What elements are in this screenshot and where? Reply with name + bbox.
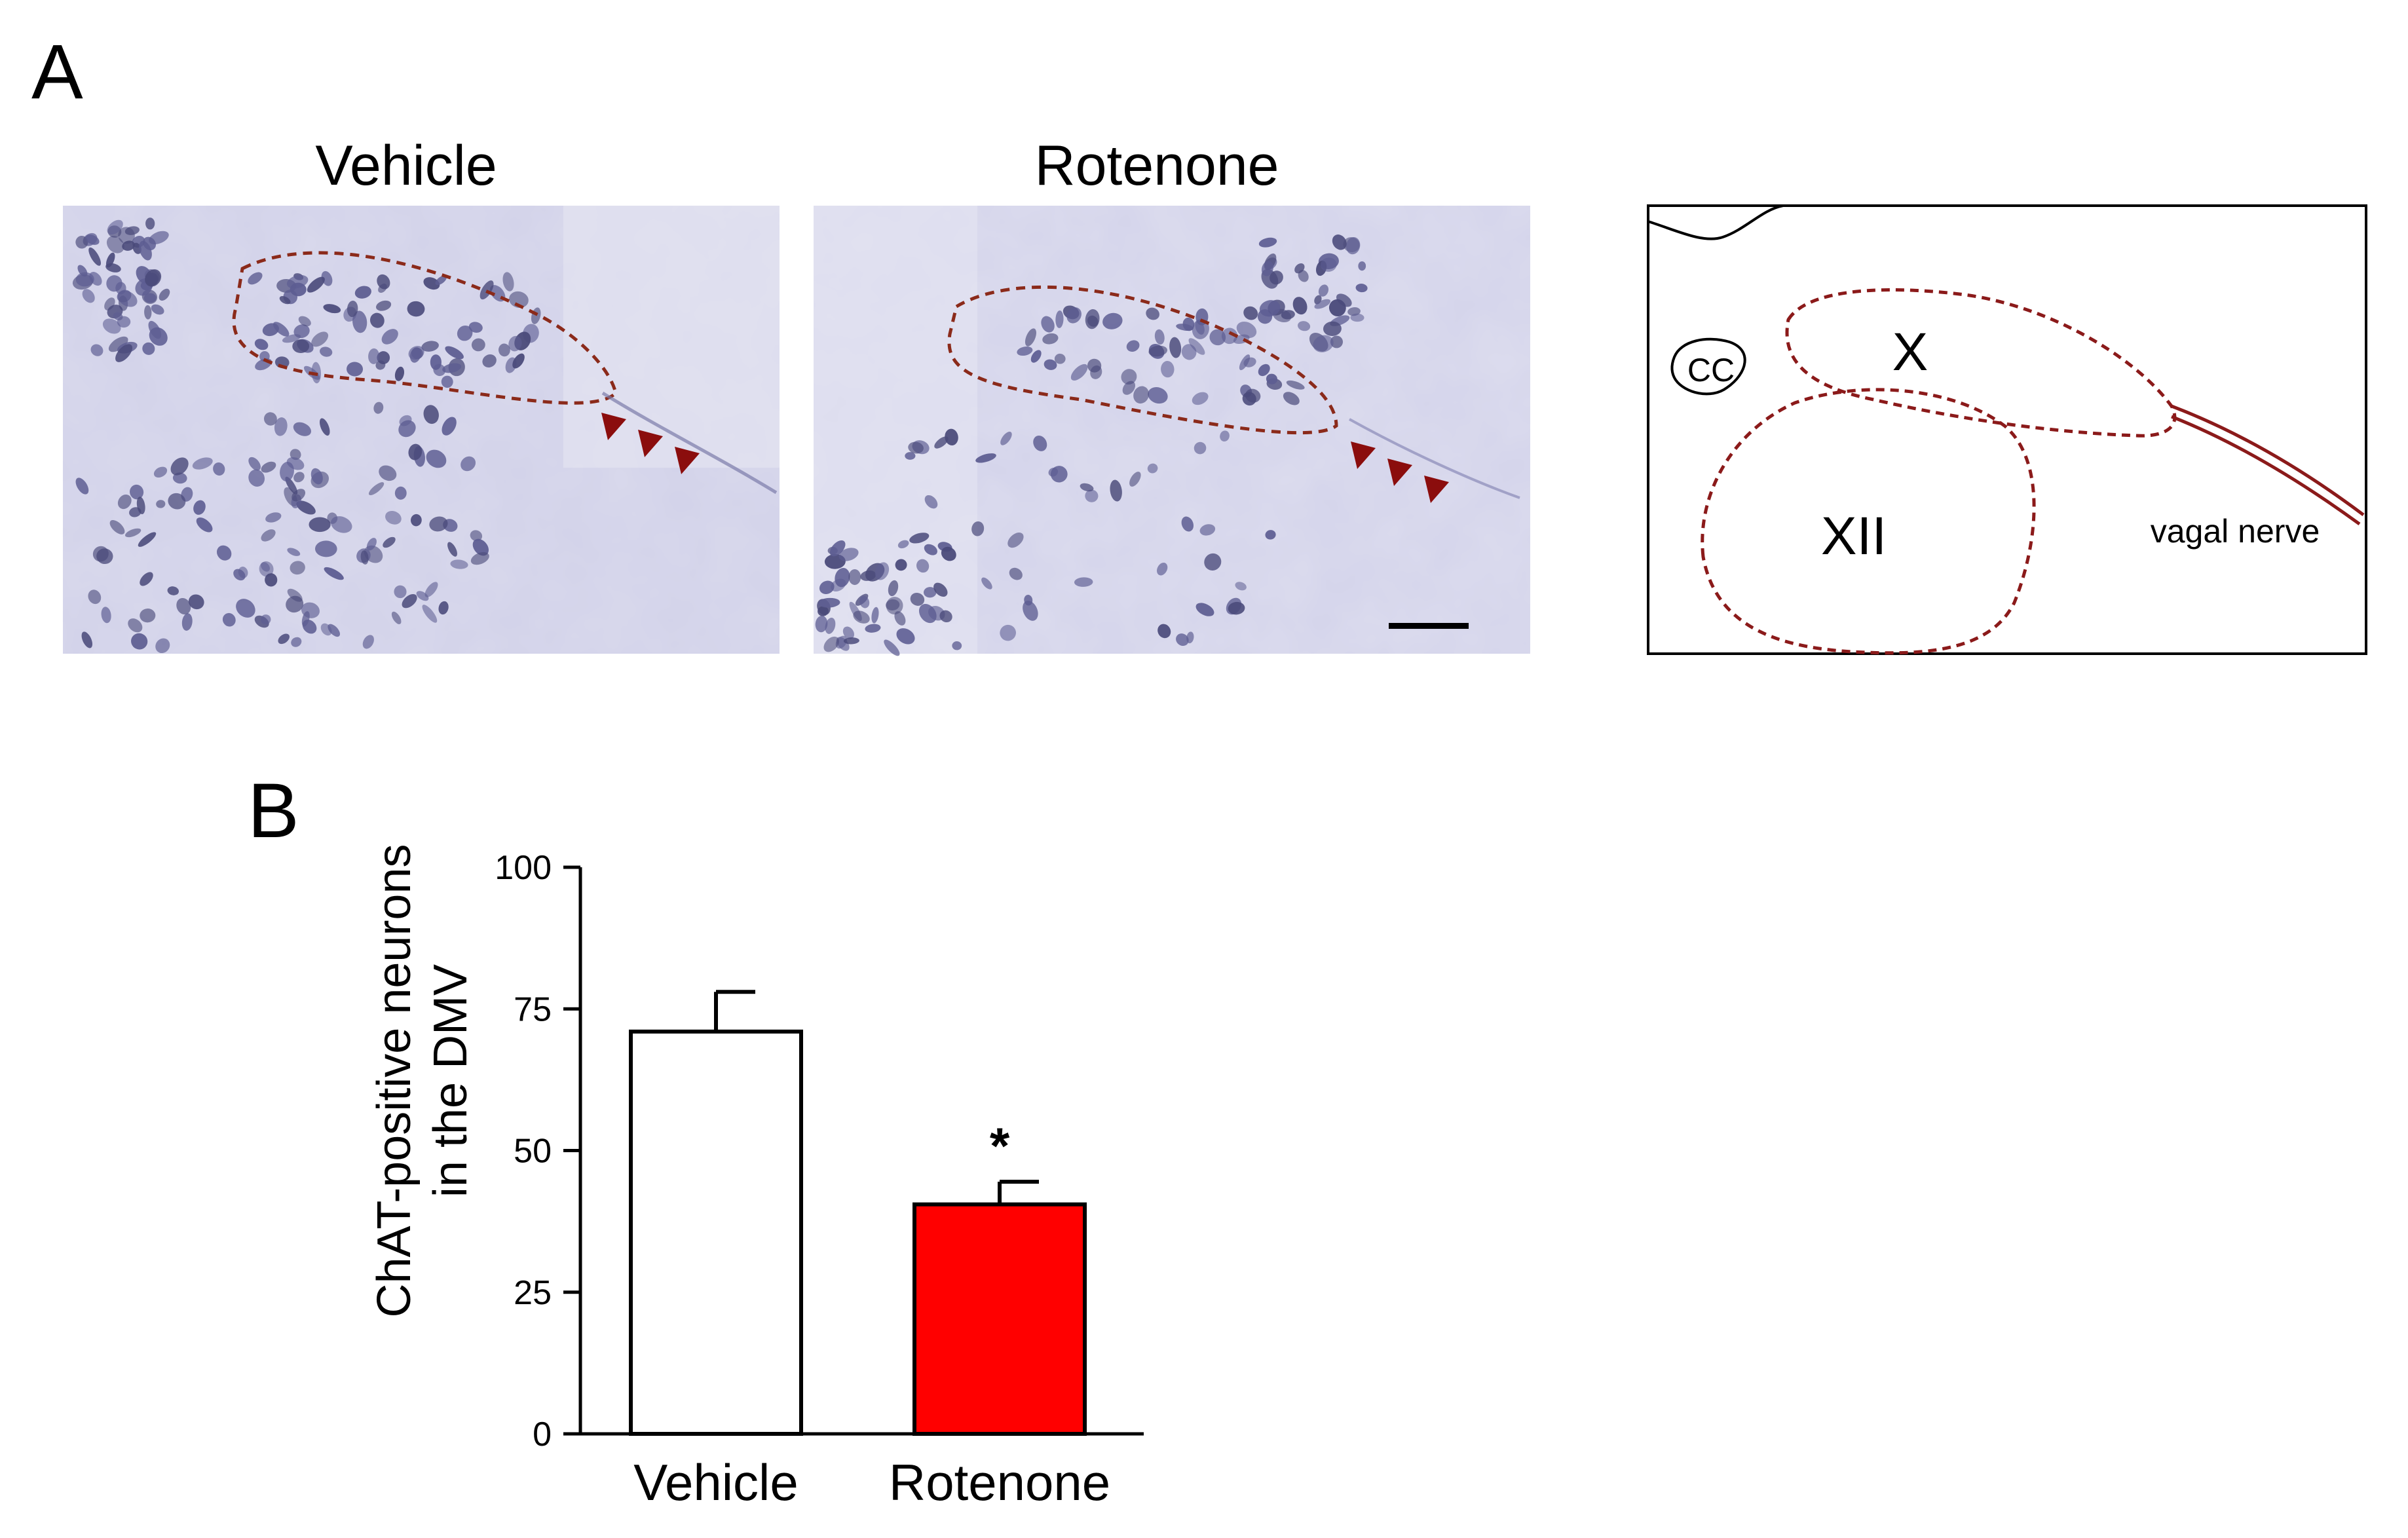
vagal-nerve-line-1 [2171,404,2365,517]
bar-vehicle [629,1029,803,1436]
vagal-nerve-label: vagal nerve [2151,513,2320,550]
rotenone-micrograph: Rotenone [814,134,1530,656]
fourth-ventricle-contour [1647,204,1784,240]
vagal-nerve-line-2 [2171,415,2361,526]
x-category-label-0: Vehicle [633,1454,799,1511]
y-tick-label-2: 50 [514,1133,552,1171]
y-tick-label-4: 100 [495,849,552,887]
vehicle-stained-cells [72,217,541,654]
y-axis-label-line1: ChAT-positive neurons [368,844,421,1317]
rotenone-stained-cells [815,234,1368,656]
schematic-frame [1647,204,2367,655]
hypoglossal-nucleus-label: XII [1821,506,1887,566]
dmv-nucleus-label: X [1892,322,1928,382]
vehicle-image-title: Vehicle [315,134,497,197]
y-tick-label-1: 25 [514,1274,552,1312]
x-category-label-1: Rotenone [889,1454,1110,1511]
rotenone-dmv-outline [947,285,1338,435]
scale-bar [1389,623,1469,629]
rotenone-arrowhead-3 [1424,476,1449,503]
y-tick-label-0: 0 [533,1416,552,1454]
rotenone-arrowhead-2 [1387,459,1412,486]
panel-b-letter: B [248,768,299,854]
vehicle-micrograph: Vehicle [63,134,780,654]
rotenone-arrowhead-1 [1351,441,1376,469]
brainstem-schematic: CC X XII vagal nerve [1647,204,2367,655]
central-canal-contour [1670,337,1746,396]
vehicle-arrowhead-2 [638,430,663,457]
hypoglossal-nucleus-outline [1701,388,2036,655]
y-axis-label-line2: in the DMV [424,964,477,1197]
dmv-nucleus-outline [1785,288,2177,438]
vehicle-arrowhead-1 [601,413,626,440]
significance-asterisk-0: * [990,1117,1010,1174]
bar-rotenone [912,1202,1087,1436]
panel-a-letter: A [31,29,83,115]
vehicle-arrowhead-3 [675,447,700,474]
central-canal-label: CC [1687,352,1735,388]
bar-chart: ChAT-positive neurons in the DMV 0 25 50 75… [368,844,1144,1511]
rotenone-image-title: Rotenone [1035,134,1279,197]
y-tick-label-3: 75 [514,990,552,1028]
